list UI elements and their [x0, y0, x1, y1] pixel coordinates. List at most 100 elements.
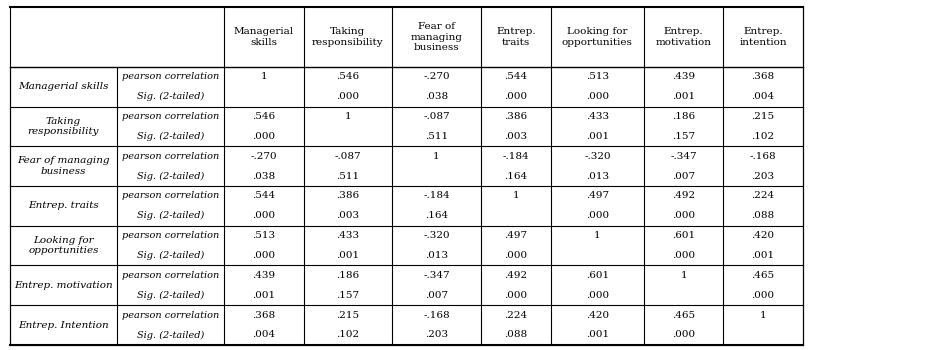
Text: Entrep. traits: Entrep. traits: [29, 201, 99, 210]
Text: .003: .003: [336, 211, 360, 220]
Text: Entrep. Intention: Entrep. Intention: [18, 321, 109, 330]
Text: .164: .164: [505, 172, 527, 181]
Text: Taking
responsibility: Taking responsibility: [28, 117, 99, 136]
Text: Managerial skills: Managerial skills: [18, 82, 109, 91]
Text: .000: .000: [751, 291, 775, 300]
Text: Sig. (2-tailed): Sig. (2-tailed): [137, 172, 205, 181]
Text: Sig. (2-tailed): Sig. (2-tailed): [137, 251, 205, 260]
Text: .102: .102: [751, 132, 775, 141]
Text: .433: .433: [336, 231, 360, 240]
Text: -.270: -.270: [424, 72, 450, 81]
Text: .164: .164: [425, 211, 448, 220]
Text: Sig. (2-tailed): Sig. (2-tailed): [137, 132, 205, 141]
Text: 1: 1: [433, 152, 440, 161]
Text: pearson correlation: pearson correlation: [122, 231, 219, 240]
Text: .013: .013: [425, 251, 448, 260]
Text: .013: .013: [585, 172, 609, 181]
Text: Taking
responsibility: Taking responsibility: [312, 27, 384, 47]
Text: .601: .601: [672, 231, 695, 240]
Text: .497: .497: [585, 191, 609, 201]
Text: .420: .420: [751, 231, 775, 240]
Text: .186: .186: [672, 112, 695, 121]
Text: .203: .203: [425, 330, 448, 340]
Text: .001: .001: [672, 92, 695, 101]
Text: pearson correlation: pearson correlation: [122, 191, 219, 201]
Text: .000: .000: [252, 211, 275, 220]
Text: .511: .511: [425, 132, 448, 141]
Text: .203: .203: [751, 172, 775, 181]
Text: .001: .001: [585, 132, 609, 141]
Text: .157: .157: [336, 291, 360, 300]
Text: .000: .000: [672, 330, 695, 340]
Text: .000: .000: [672, 251, 695, 260]
Text: .224: .224: [505, 311, 527, 320]
Text: Looking for
opportunities: Looking for opportunities: [29, 236, 99, 255]
Text: -.168: -.168: [424, 311, 450, 320]
Text: .088: .088: [505, 330, 527, 340]
Text: Looking for
opportunities: Looking for opportunities: [562, 27, 633, 47]
Text: -.320: -.320: [424, 231, 450, 240]
Text: Entrep.
motivation: Entrep. motivation: [656, 27, 712, 47]
Text: .215: .215: [751, 112, 775, 121]
Text: 1: 1: [760, 311, 766, 320]
Text: Managerial
skills: Managerial skills: [234, 27, 294, 47]
Text: 1: 1: [345, 112, 351, 121]
Text: pearson correlation: pearson correlation: [122, 72, 219, 81]
Text: .544: .544: [505, 72, 527, 81]
Text: .224: .224: [751, 191, 775, 201]
Text: .000: .000: [505, 92, 527, 101]
Text: .513: .513: [252, 231, 275, 240]
Text: pearson correlation: pearson correlation: [122, 311, 219, 320]
Text: pearson correlation: pearson correlation: [122, 112, 219, 121]
Text: .001: .001: [252, 291, 275, 300]
Text: .001: .001: [336, 251, 360, 260]
Text: .439: .439: [252, 271, 275, 280]
Text: .000: .000: [672, 211, 695, 220]
Text: .000: .000: [252, 251, 275, 260]
Text: .439: .439: [672, 72, 695, 81]
Text: .368: .368: [751, 72, 775, 81]
Text: .000: .000: [585, 211, 609, 220]
Text: .465: .465: [751, 271, 775, 280]
Text: Fear of
managing
business: Fear of managing business: [410, 22, 463, 52]
Text: -.087: -.087: [335, 152, 361, 161]
Text: .433: .433: [585, 112, 609, 121]
Text: .420: .420: [585, 311, 609, 320]
Text: -.320: -.320: [585, 152, 611, 161]
Text: .465: .465: [672, 311, 695, 320]
Text: .215: .215: [336, 311, 360, 320]
Text: Sig. (2-tailed): Sig. (2-tailed): [137, 291, 205, 300]
Text: .546: .546: [336, 72, 360, 81]
Text: .088: .088: [751, 211, 775, 220]
Text: -.347: -.347: [670, 152, 697, 161]
Text: .003: .003: [505, 132, 527, 141]
Text: -.184: -.184: [503, 152, 529, 161]
Text: .544: .544: [252, 191, 275, 201]
Text: .001: .001: [751, 251, 775, 260]
Text: .007: .007: [672, 172, 695, 181]
Text: .004: .004: [751, 92, 775, 101]
Text: Entrep. motivation: Entrep. motivation: [14, 281, 113, 290]
Text: .186: .186: [336, 271, 360, 280]
Text: .000: .000: [505, 291, 527, 300]
Text: Entrep.
intention: Entrep. intention: [739, 27, 786, 47]
Text: pearson correlation: pearson correlation: [122, 271, 219, 280]
Text: .601: .601: [585, 271, 609, 280]
Text: .004: .004: [252, 330, 275, 340]
Text: 1: 1: [261, 72, 268, 81]
Text: .497: .497: [505, 231, 527, 240]
Text: -.347: -.347: [424, 271, 450, 280]
Text: .000: .000: [505, 251, 527, 260]
Text: 1: 1: [681, 271, 687, 280]
Text: -.270: -.270: [250, 152, 277, 161]
Text: .546: .546: [252, 112, 275, 121]
Text: .102: .102: [336, 330, 360, 340]
Text: -.087: -.087: [424, 112, 450, 121]
Text: .038: .038: [425, 92, 448, 101]
Text: .368: .368: [252, 311, 275, 320]
Text: 1: 1: [594, 231, 601, 240]
Text: .492: .492: [672, 191, 695, 201]
Text: .386: .386: [505, 112, 527, 121]
Text: Sig. (2-tailed): Sig. (2-tailed): [137, 92, 205, 101]
Text: .513: .513: [585, 72, 609, 81]
